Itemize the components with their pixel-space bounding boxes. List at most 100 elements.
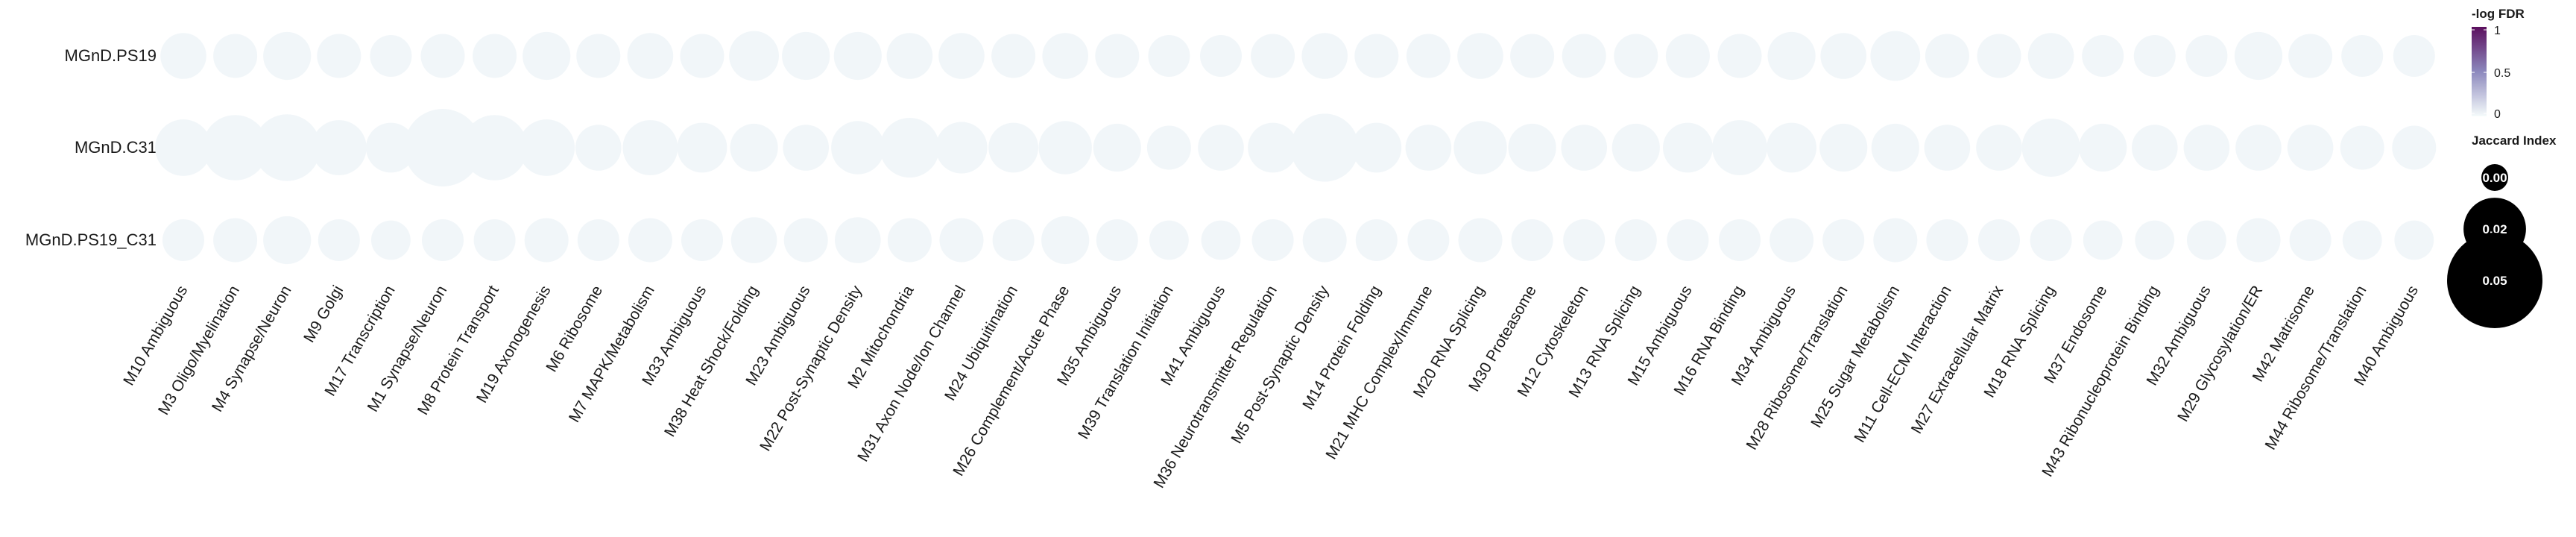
dot [991, 34, 1036, 78]
row-label: MGnD.C31 [75, 138, 157, 157]
dot [2185, 35, 2228, 77]
color-legend: -log FDR 1 0.5 0 [2472, 7, 2525, 121]
dot [371, 220, 411, 260]
dot [1767, 31, 1816, 81]
dot [887, 218, 932, 263]
column-label: M25 Sugar Metabolism [1808, 283, 1903, 431]
dot [213, 34, 258, 78]
dot [1146, 125, 1191, 170]
dot [213, 218, 258, 263]
dot [2235, 125, 2282, 171]
dot [2133, 35, 2176, 77]
dot [1095, 34, 1140, 78]
row-label: MGnD.PS19_C31 [25, 230, 157, 249]
column-label: M39 Translation Initiation [1075, 283, 1177, 442]
dot [1976, 125, 2022, 171]
size-legend-title: Jaccard Index [2472, 134, 2557, 148]
color-legend-tick-label: 0 [2494, 108, 2501, 121]
dot [576, 34, 621, 78]
size-legend-label: 0.00 [2482, 171, 2507, 185]
dot [1663, 122, 1713, 173]
dot [1354, 34, 1399, 78]
color-legend-tick-label: 1 [2494, 25, 2501, 37]
dot [1301, 33, 1348, 79]
dot [1561, 125, 1607, 171]
dot [422, 219, 464, 261]
dot-matrix [155, 31, 2437, 265]
dot [1924, 125, 1971, 171]
color-legend-tick-label: 0.5 [2494, 67, 2510, 80]
dot [2392, 125, 2437, 170]
dot [1458, 218, 1503, 263]
dot [202, 115, 268, 180]
size-legend-dot [2481, 164, 2508, 191]
row-labels: MGnD.PS19 MGnD.C31 MGnD.PS19_C31 [25, 46, 157, 249]
dot [318, 219, 360, 261]
dot [2082, 35, 2124, 77]
column-label: M21 MHC Complex/Immune [1322, 283, 1436, 462]
dot [1302, 218, 1347, 263]
dot [1977, 34, 2021, 78]
dot [938, 33, 985, 79]
dot [935, 122, 988, 174]
dot [783, 125, 829, 171]
column-label: M28 Ribosome/Translation [1743, 283, 1852, 453]
dot [1201, 220, 1241, 260]
color-legend-title: -log FDR [2472, 7, 2525, 21]
dot [1871, 123, 1919, 172]
dot [2183, 125, 2230, 171]
dot [366, 122, 416, 173]
column-label: M22 Post-Synaptic Density [757, 283, 865, 454]
dot [1407, 219, 1450, 261]
dot [992, 219, 1035, 261]
dot [1819, 123, 1868, 172]
dot [1351, 122, 1402, 173]
dot [782, 31, 830, 81]
dot [1611, 123, 1660, 172]
dot [988, 122, 1038, 173]
size-legend: Jaccard Index 0.00 0.02 0.05 [2447, 134, 2557, 328]
size-legend-dot [2447, 233, 2542, 328]
dot [1453, 121, 1507, 175]
dot [1200, 35, 1242, 77]
column-label: M5 Post-Synaptic Density [1228, 283, 1332, 447]
dot [1406, 34, 1450, 78]
dot [1096, 219, 1138, 261]
dot [461, 115, 528, 180]
dot [2288, 34, 2333, 78]
dot [404, 109, 482, 186]
dot [263, 31, 312, 81]
dot [681, 219, 723, 261]
dot [1822, 219, 1865, 261]
dot [253, 114, 321, 181]
dot [1614, 34, 1658, 78]
dot [2132, 125, 2178, 171]
dot [730, 217, 777, 263]
dot [420, 34, 465, 78]
dot [523, 31, 571, 81]
dot [833, 31, 882, 81]
dot [1712, 120, 1767, 175]
dot [2393, 35, 2435, 77]
dot [2083, 220, 2123, 260]
dot [1508, 123, 1556, 172]
dot [2079, 123, 2127, 172]
column-label: M27 Extracellular Matrix [1908, 283, 2007, 437]
dot [1925, 34, 1969, 78]
dot [2135, 220, 2175, 260]
dot [1251, 219, 1294, 261]
size-legend-label: 0.05 [2482, 274, 2507, 288]
dot [1873, 218, 1918, 263]
column-label: M9 Golgi [300, 283, 347, 345]
dot [473, 219, 516, 261]
dot [2289, 219, 2332, 261]
dot [880, 118, 940, 178]
dot [577, 219, 619, 261]
dot [1665, 34, 1710, 78]
dot [628, 218, 672, 263]
dot [317, 34, 362, 78]
dot [1870, 31, 1921, 81]
dot [2234, 31, 2283, 81]
